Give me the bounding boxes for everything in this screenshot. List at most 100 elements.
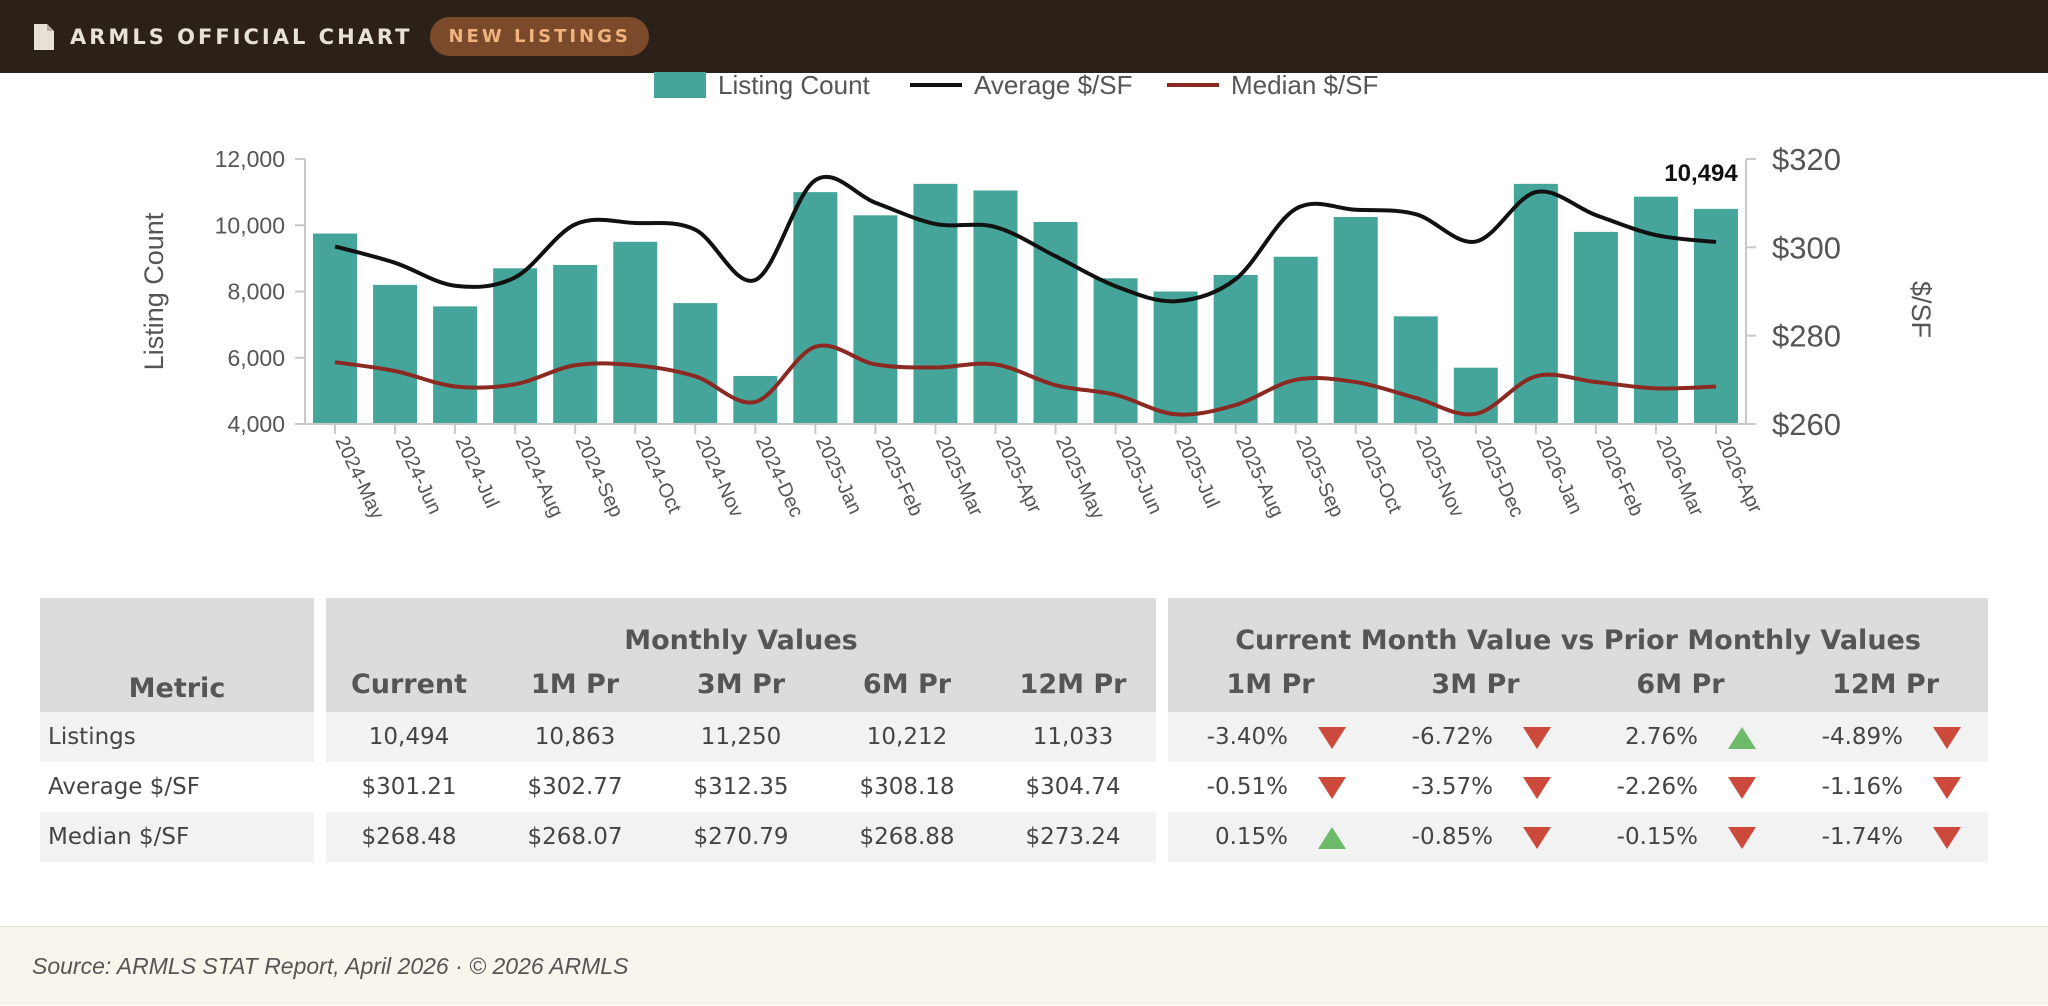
- y2-tick-label: $300: [1772, 230, 1841, 265]
- x-tick-label: 2025-Jul: [1171, 433, 1223, 512]
- y-tick-label: 6,000: [227, 345, 285, 371]
- y-axis-title: Listing Count: [139, 212, 169, 370]
- arrow-down-icon: [1523, 776, 1552, 799]
- monthly-value: 11,033: [990, 712, 1157, 762]
- metric-name: Listings: [40, 712, 314, 762]
- arrow-down-icon: [1728, 826, 1757, 849]
- bar-2024-Nov: [673, 303, 718, 424]
- x-tick-label: 2025-Mar: [931, 433, 987, 520]
- monthly-value: $270.79: [658, 812, 824, 862]
- legend-item: Listing Count: [654, 70, 871, 100]
- change-value: -1.16%: [1783, 762, 1934, 812]
- table-row: Average $/SF $301.21 $302.77 $312.35 $308.18…: [40, 762, 1989, 812]
- change-value: -3.40%: [1168, 712, 1319, 762]
- bar-2025-Nov: [1393, 316, 1438, 424]
- metric-name: Median $/SF: [40, 812, 314, 862]
- x-tick-label: 2026-Mar: [1651, 433, 1707, 520]
- change-value: -3.57%: [1373, 762, 1524, 812]
- monthly-value: $268.07: [492, 812, 658, 862]
- last-value-label: 10,494: [1664, 160, 1738, 187]
- monthly-value: 11,250: [658, 712, 824, 762]
- monthly-value: 10,494: [326, 712, 492, 762]
- x-tick-label: 2025-Sep: [1291, 433, 1348, 521]
- table-row: Median $/SF $268.48 $268.07 $270.79 $268.88 $…: [40, 812, 1989, 862]
- monthly-value: $273.24: [990, 812, 1157, 862]
- x-tick-label: 2025-Nov: [1411, 433, 1468, 521]
- bar-2025-Jan: [793, 192, 838, 424]
- x-tick-label: 2024-Oct: [631, 433, 686, 517]
- legend-label: Median $/SF: [1231, 70, 1378, 100]
- bar-2025-Oct: [1333, 216, 1378, 424]
- arrow-down-icon: [1318, 776, 1347, 799]
- bar-2026-Jan: [1513, 183, 1558, 424]
- col-current: Current: [326, 656, 492, 712]
- median-line: [334, 343, 1717, 417]
- col-6m-prior: 6M Pr: [824, 656, 990, 712]
- bar-2024-Oct: [613, 241, 658, 424]
- x-tick-label: 2025-Jun: [1111, 433, 1166, 518]
- new-listings-badge[interactable]: NEW LISTINGS: [430, 17, 649, 56]
- col-change-12m: 12M Pr: [1783, 656, 1989, 712]
- x-tick-label: 2025-Apr: [991, 433, 1046, 517]
- x-tick-label: 2025-May: [1051, 433, 1109, 523]
- x-tick-label: 2024-May: [330, 433, 388, 523]
- bar-2024-Sep: [553, 265, 598, 424]
- monthly-value: $268.48: [326, 812, 492, 862]
- table-row: Listings 10,494 10,863 11,250 10,212 11,033 -3…: [40, 712, 1989, 762]
- monthly-value: $302.77: [492, 762, 658, 812]
- legend-label: Average $/SF: [974, 70, 1133, 100]
- chart-legend: Listing Count Average $/SF Median $/SF: [654, 70, 1378, 100]
- monthly-values-header: Monthly Values: [326, 598, 1157, 656]
- bar-2025-Aug: [1213, 274, 1258, 424]
- price-lines: [334, 175, 1717, 417]
- x-tick-label: 2025-Aug: [1231, 433, 1288, 521]
- monthly-value: 10,863: [492, 712, 658, 762]
- x-tick-label: 2024-Nov: [691, 433, 748, 521]
- arrow-down-icon: [1933, 726, 1962, 749]
- col-change-1m: 1M Pr: [1168, 656, 1374, 712]
- chart-labels: 10,494: [1664, 160, 1738, 187]
- top-bar: ARMLS OFFICIAL CHART NEW LISTINGS: [0, 0, 2048, 73]
- bar-2026-Feb: [1573, 231, 1618, 424]
- y2-axis-title: $/SF: [1906, 281, 1936, 338]
- stats-table: Metric Monthly Values Current Month Valu…: [40, 598, 1989, 862]
- change-value: -2.26%: [1578, 762, 1729, 812]
- listing-count-bars: [313, 183, 1738, 424]
- arrow-down-icon: [1728, 776, 1757, 799]
- source-note: Source: ARMLS STAT Report, April 2026 · …: [32, 952, 629, 979]
- x-tick-label: 2024-Jul: [451, 433, 503, 512]
- x-tick-label: 2025-Feb: [871, 433, 927, 520]
- metric-header: Metric: [40, 598, 314, 712]
- change-value: -0.15%: [1578, 812, 1729, 862]
- legend-label: Listing Count: [718, 70, 871, 100]
- x-tick-label: 2026-Apr: [1711, 433, 1766, 517]
- x-tick-label: 2025-Jan: [811, 433, 866, 518]
- change-value: 0.15%: [1168, 812, 1319, 862]
- arrow-down-icon: [1933, 826, 1962, 849]
- legend-swatch-bars: [654, 72, 706, 98]
- x-tick-label: 2025-Oct: [1351, 433, 1406, 517]
- bar-2024-Jul: [433, 306, 478, 424]
- x-tick-label: 2024-Jun: [391, 433, 446, 518]
- bar-2025-Jun: [1093, 278, 1138, 424]
- monthly-value: $301.21: [326, 762, 492, 812]
- legend-item: Average $/SF: [910, 70, 1133, 100]
- x-tick-label: 2026-Jan: [1531, 433, 1586, 518]
- change-value: -0.85%: [1373, 812, 1524, 862]
- monthly-value: $312.35: [658, 762, 824, 812]
- change-value: -6.72%: [1373, 712, 1524, 762]
- y-tick-label: 8,000: [227, 279, 285, 305]
- arrow-up-icon: [1728, 726, 1757, 749]
- arrow-up-icon: [1318, 826, 1347, 849]
- bar-2025-Jul: [1153, 291, 1198, 424]
- bar-2024-Jun: [373, 284, 418, 424]
- chart-header-title: ARMLS OFFICIAL CHART: [70, 24, 413, 49]
- col-3m-prior: 3M Pr: [658, 656, 824, 712]
- bar-2024-Aug: [493, 268, 538, 424]
- monthly-value: $268.88: [824, 812, 990, 862]
- change-value: -0.51%: [1168, 762, 1319, 812]
- x-tick-label: 2024-Dec: [751, 433, 808, 521]
- change-value: -4.89%: [1783, 712, 1934, 762]
- x-tick-label: 2026-Feb: [1591, 433, 1647, 520]
- x-tick-label: 2025-Dec: [1471, 433, 1528, 521]
